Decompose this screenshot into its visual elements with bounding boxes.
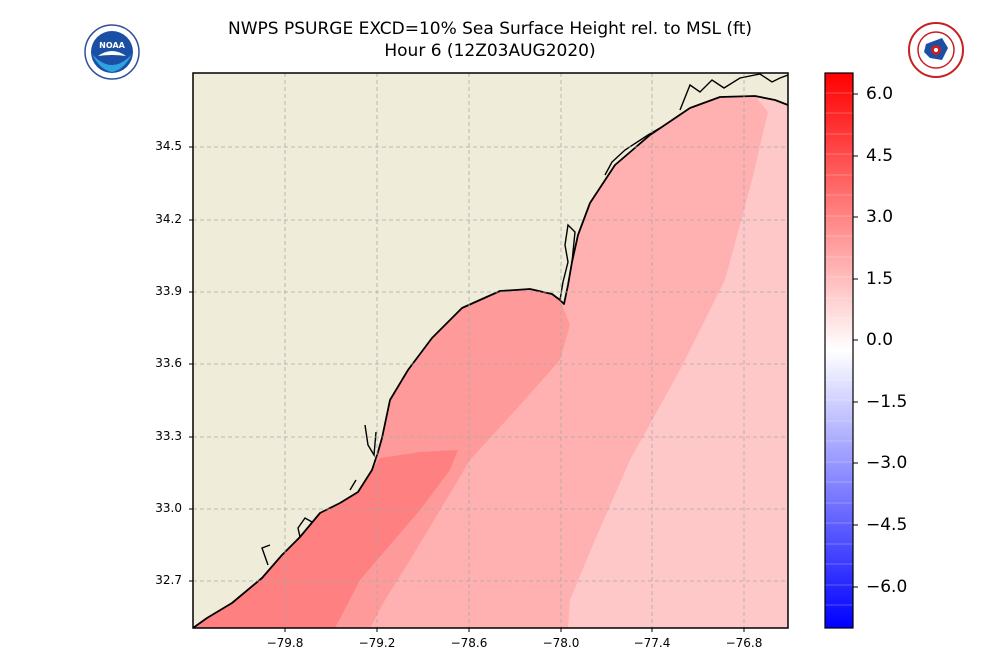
lon-tick-label: −76.8 <box>725 636 763 650</box>
lat-tick-label: 34.2 <box>155 212 182 226</box>
map-frame <box>192 72 789 629</box>
lat-tick-label: 33.6 <box>155 356 182 370</box>
lat-tick-label: 33.0 <box>155 501 182 515</box>
coastline <box>193 95 788 628</box>
colorbar-fill <box>825 73 853 628</box>
colorbar-tickmarks <box>853 93 858 588</box>
inland-waterway <box>261 73 788 566</box>
colorbar-tick-label: 1.5 <box>866 269 894 289</box>
colorbar-frame <box>824 72 854 629</box>
colorbar-tick-label: −3.0 <box>866 453 908 473</box>
colorbar-tick-label: −1.5 <box>866 392 908 412</box>
lon-tick-label: −79.2 <box>358 636 396 650</box>
lon-tick-label: −78.6 <box>450 636 488 650</box>
lat-tick-label: 33.3 <box>155 429 182 443</box>
colorbar-tick-label: 4.5 <box>866 146 894 166</box>
axis-tickmarks <box>189 146 745 632</box>
map-title: NWPS PSURGE EXCD=10% Sea Surface Height … <box>140 18 840 62</box>
colorbar-tick-label: 3.0 <box>866 207 894 227</box>
colorbar-bands <box>825 92 853 606</box>
gridlines <box>193 73 788 628</box>
noaa-logo-icon: NOAA <box>84 24 140 80</box>
colorbar-tick-label: 6.0 <box>866 84 894 104</box>
colorbar-tick-label: −6.0 <box>866 577 908 597</box>
title-line-2: Hour 6 (12Z03AUG2020) <box>384 41 596 61</box>
surge-zone-highest <box>193 450 458 628</box>
colorbar-tick-label: 0.0 <box>866 330 894 350</box>
lat-tick-label: 34.5 <box>155 139 182 153</box>
colorbar-tick-label: −4.5 <box>866 515 908 535</box>
svg-text:NOAA: NOAA <box>99 41 125 50</box>
lon-tick-label: −79.8 <box>266 636 304 650</box>
lon-tick-label: −78.0 <box>542 636 580 650</box>
lat-tick-label: 32.7 <box>155 573 182 587</box>
nws-logo-icon <box>908 22 964 78</box>
lat-tick-label: 33.9 <box>155 284 182 298</box>
lon-tick-label: −77.4 <box>633 636 671 650</box>
title-line-1: NWPS PSURGE EXCD=10% Sea Surface Height … <box>228 19 752 39</box>
